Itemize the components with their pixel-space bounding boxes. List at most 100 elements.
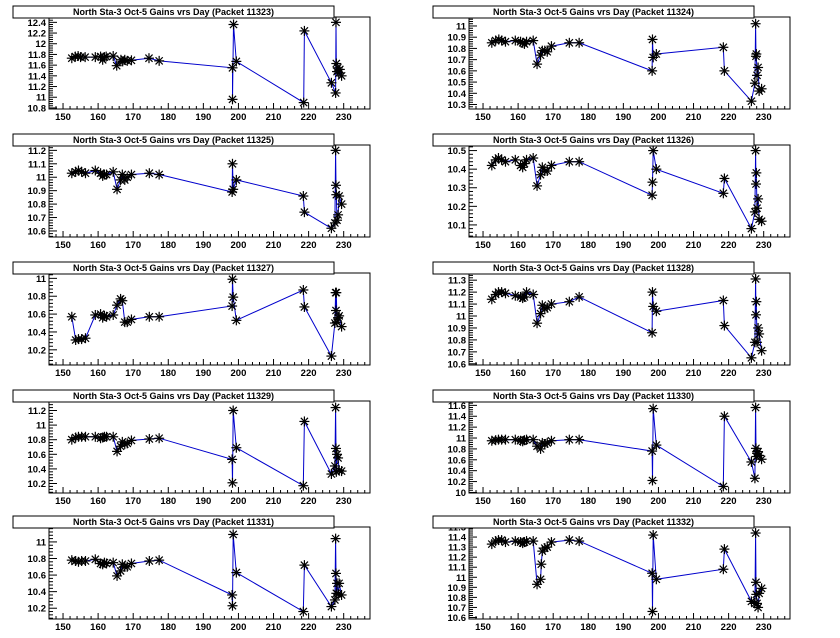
data-point [154,55,165,66]
chart-panel: 150 160 170 180 190 200 210 220 23010.310.410.51… [432,5,791,123]
data-point [329,594,340,605]
plot-frame [468,272,791,366]
data-point [298,606,309,617]
x-axis: 150 160 170 180 190 200 210 220 230 [468,231,786,251]
data-point [718,564,729,575]
data-point [112,184,123,195]
y-tick-label: 11 [456,573,467,584]
data-point [231,315,242,326]
data-point [647,190,658,201]
chart-panel: 150 160 170 180 190 200 210 220 23010.610.710.81… [432,261,791,379]
data-point [647,475,658,486]
x-tick-label: 180 [160,368,176,379]
data-point [227,158,238,169]
y-tick-label: 10.8 [448,593,467,604]
data-point [528,35,539,46]
data-point [521,154,532,165]
data-point [231,174,242,185]
data-point [326,223,337,234]
y-tick-label: 10.8 [28,103,47,114]
data-point [647,327,658,338]
data-point [231,56,242,67]
x-tick-label: 210 [266,622,282,633]
data-point [521,536,532,547]
x-tick-label: 180 [160,112,176,123]
x-tick-label: 220 [301,368,317,379]
data-point [154,555,165,566]
data-point [751,49,762,60]
y-axis: 10.2 10.4 10.6 10.8 11 [28,274,57,365]
data-point [651,574,662,585]
data-point [500,288,511,299]
data-point [647,606,658,617]
y-tick-label: 10.7 [448,55,467,66]
x-tick-label: 190 [615,240,631,251]
chart-title: North Sta-3 Oct-5 Gains vrs Day (Packet … [73,391,274,401]
x-tick-label: 160 [510,240,526,251]
x-tick-label: 230 [336,622,352,633]
y-axis: 10.2 10.4 10.6 10.8 11 [28,528,57,619]
data-point [108,51,119,62]
data-point [750,402,761,413]
data-point [108,309,119,320]
y-tick-label: 11 [36,173,47,184]
y-tick-label: 11.2 [448,423,466,434]
data-point [500,537,511,548]
data-point [500,156,511,167]
x-tick-label: 160 [510,496,526,507]
chart-title: North Sta-3 Oct-5 Gains vrs Day (Packet … [493,263,694,273]
x-tick-label: 200 [651,112,667,123]
data-point [73,556,84,567]
data-point [326,77,337,88]
data-point [750,145,761,156]
data-point [749,78,760,89]
y-tick-label: 11 [456,21,467,32]
data-point [753,193,764,204]
y-tick-label: 10.9 [448,323,467,334]
y-tick-label: 10.8 [28,292,47,303]
data-point [126,314,137,325]
x-tick-label: 150 [55,496,71,507]
x-tick-label: 150 [55,112,71,123]
data-point [486,160,497,171]
y-tick-label: 10.1 [448,220,467,231]
data-point [564,37,575,48]
y-tick-label: 10.7 [448,347,467,358]
data-point [647,568,658,579]
y-tick-label: 10.9 [448,33,467,44]
data-point [80,555,91,566]
x-tick-label: 210 [266,496,282,507]
data-point [532,579,543,590]
x-tick-label: 200 [231,112,247,123]
x-tick-label: 200 [231,496,247,507]
data-point [227,477,238,488]
y-tick-label: 10.6 [448,359,467,370]
y-tick-label: 10.8 [28,200,47,211]
data-point [299,560,310,571]
x-tick-label: 170 [125,496,141,507]
data-point [546,537,557,548]
y-axis: 10.6 10.7 10.8 10.9 11 11.1 11.2 [28,144,57,237]
x-tick-label: 180 [580,622,596,633]
x-tick-label: 230 [756,368,772,379]
x-tick-label: 150 [475,496,491,507]
chart-title: North Sta-3 Oct-5 Gains vrs Day (Packet … [73,263,274,273]
data-point [228,529,239,540]
data-point [719,411,730,422]
data-point [749,473,760,484]
x-tick-label: 210 [266,240,282,251]
x-tick-label: 210 [686,240,702,251]
data-point [227,274,238,285]
data-point [752,203,763,214]
data-point [299,416,310,427]
data-point [144,555,155,566]
data-point [144,433,155,444]
x-tick-label: 220 [301,240,317,251]
chart-title: North Sta-3 Oct-5 Gains vrs Day (Packet … [493,135,694,145]
data-point [528,289,539,300]
data-point [756,83,767,94]
chart-title: North Sta-3 Oct-5 Gains vrs Day (Packet … [73,7,274,17]
data-point [719,65,730,76]
y-tick-label: 12 [35,39,46,50]
